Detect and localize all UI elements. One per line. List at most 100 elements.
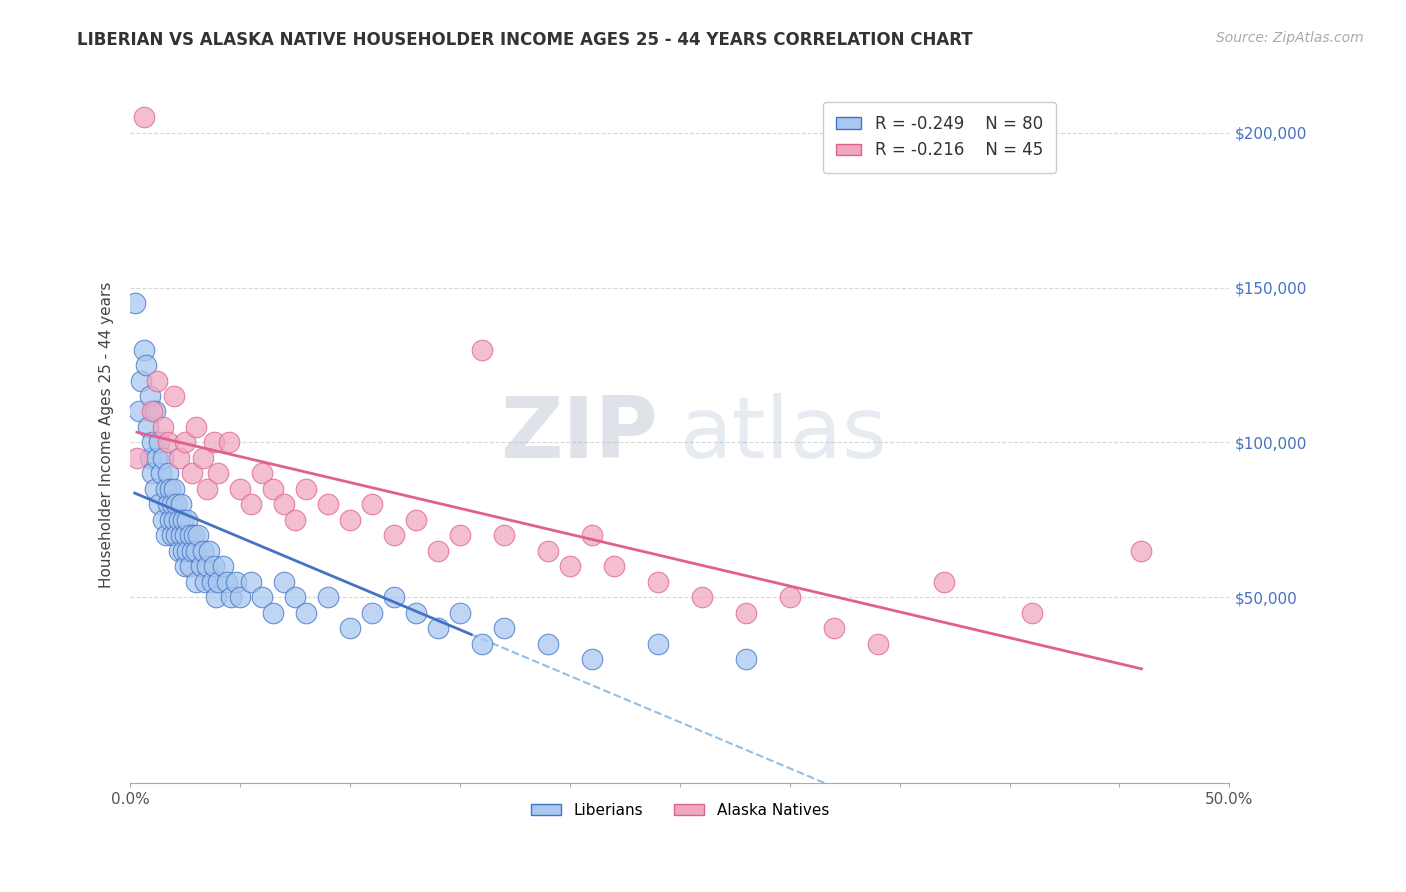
- Point: [172, 544, 194, 558]
- Point: [152, 513, 174, 527]
- Point: [262, 482, 284, 496]
- Point: [124, 296, 146, 310]
- Point: [160, 497, 183, 511]
- Point: [537, 637, 560, 651]
- Point: [471, 637, 494, 651]
- Point: [167, 450, 190, 465]
- Legend: Liberians, Alaska Natives: Liberians, Alaska Natives: [524, 797, 835, 824]
- Point: [141, 467, 163, 481]
- Point: [405, 606, 427, 620]
- Point: [252, 591, 274, 605]
- Point: [155, 482, 177, 496]
- Point: [492, 528, 515, 542]
- Point: [262, 606, 284, 620]
- Point: [295, 482, 318, 496]
- Point: [186, 420, 208, 434]
- Point: [179, 528, 201, 542]
- Point: [176, 513, 198, 527]
- Point: [537, 544, 560, 558]
- Point: [156, 497, 179, 511]
- Text: Source: ZipAtlas.com: Source: ZipAtlas.com: [1216, 31, 1364, 45]
- Point: [284, 513, 307, 527]
- Point: [240, 574, 263, 589]
- Point: [132, 343, 155, 357]
- Point: [382, 528, 405, 542]
- Text: LIBERIAN VS ALASKA NATIVE HOUSEHOLDER INCOME AGES 25 - 44 YEARS CORRELATION CHAR: LIBERIAN VS ALASKA NATIVE HOUSEHOLDER IN…: [77, 31, 973, 49]
- Point: [779, 591, 801, 605]
- Point: [211, 559, 233, 574]
- Point: [163, 482, 186, 496]
- Point: [194, 574, 217, 589]
- Point: [492, 621, 515, 635]
- Point: [218, 435, 240, 450]
- Point: [252, 467, 274, 481]
- Point: [339, 621, 361, 635]
- Point: [1130, 544, 1153, 558]
- Point: [647, 637, 669, 651]
- Point: [558, 559, 581, 574]
- Y-axis label: Householder Income Ages 25 - 44 years: Householder Income Ages 25 - 44 years: [100, 282, 114, 588]
- Point: [284, 591, 307, 605]
- Point: [316, 497, 339, 511]
- Point: [156, 435, 179, 450]
- Point: [202, 559, 225, 574]
- Point: [131, 374, 153, 388]
- Point: [581, 528, 603, 542]
- Point: [273, 497, 295, 511]
- Point: [172, 513, 194, 527]
- Point: [183, 528, 205, 542]
- Point: [159, 482, 181, 496]
- Point: [449, 606, 471, 620]
- Point: [139, 450, 162, 465]
- Point: [179, 559, 201, 574]
- Point: [295, 606, 318, 620]
- Point: [166, 497, 188, 511]
- Point: [191, 544, 214, 558]
- Text: atlas: atlas: [681, 393, 887, 476]
- Point: [152, 420, 174, 434]
- Point: [163, 389, 186, 403]
- Point: [125, 450, 148, 465]
- Point: [427, 621, 450, 635]
- Point: [163, 513, 186, 527]
- Point: [932, 574, 955, 589]
- Point: [170, 497, 193, 511]
- Point: [141, 435, 163, 450]
- Point: [170, 528, 193, 542]
- Point: [143, 482, 166, 496]
- Point: [1021, 606, 1043, 620]
- Point: [186, 574, 208, 589]
- Point: [148, 497, 170, 511]
- Point: [180, 467, 202, 481]
- Point: [156, 467, 179, 481]
- Point: [361, 497, 384, 511]
- Point: [240, 497, 263, 511]
- Point: [174, 435, 197, 450]
- Point: [141, 404, 163, 418]
- Point: [207, 467, 229, 481]
- Point: [159, 513, 181, 527]
- Point: [361, 606, 384, 620]
- Point: [128, 404, 150, 418]
- Point: [132, 111, 155, 125]
- Point: [202, 435, 225, 450]
- Point: [145, 450, 167, 465]
- Point: [186, 544, 208, 558]
- Point: [201, 574, 224, 589]
- Point: [734, 652, 756, 666]
- Point: [690, 591, 713, 605]
- Point: [229, 482, 252, 496]
- Point: [471, 343, 494, 357]
- Point: [167, 513, 190, 527]
- Point: [427, 544, 450, 558]
- Point: [174, 528, 197, 542]
- Point: [190, 559, 212, 574]
- Point: [155, 528, 177, 542]
- Point: [195, 559, 218, 574]
- Point: [195, 482, 218, 496]
- Point: [823, 621, 845, 635]
- Point: [166, 528, 188, 542]
- Point: [229, 591, 252, 605]
- Point: [176, 544, 198, 558]
- Point: [273, 574, 295, 589]
